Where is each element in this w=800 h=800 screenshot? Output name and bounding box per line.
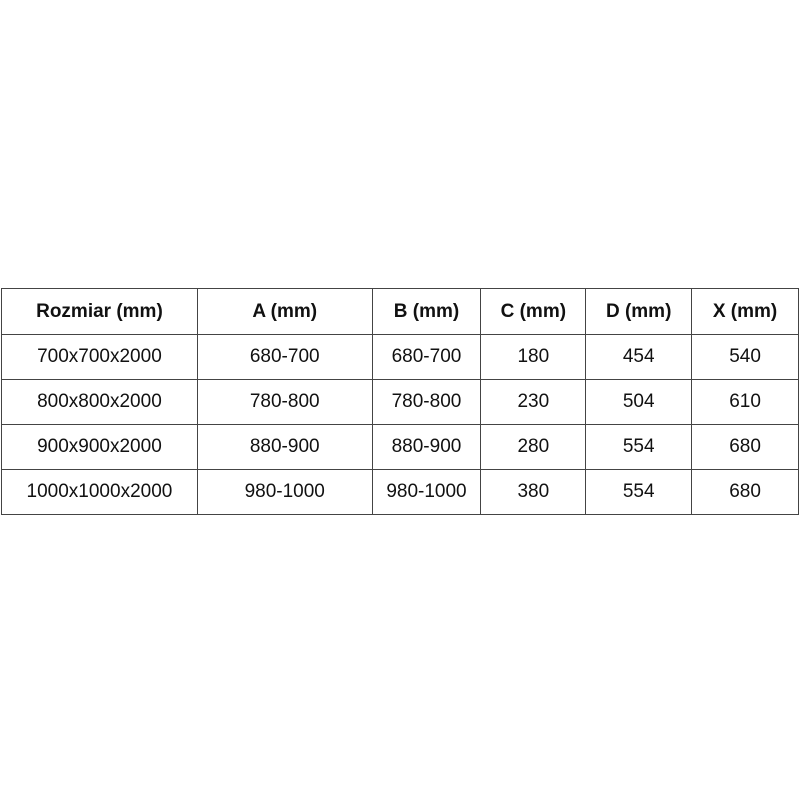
- table-cell: 680: [691, 424, 799, 470]
- dimensions-table: Rozmiar (mm) A (mm) B (mm) C (mm) D (mm)…: [1, 288, 799, 515]
- table-cell: 780-800: [196, 379, 373, 425]
- table-cell: 880-900: [371, 424, 482, 470]
- table-cell: 780-800: [371, 379, 482, 425]
- table-cell: 1000x1000x2000: [1, 469, 198, 515]
- table-cell: 280: [480, 424, 587, 470]
- table-cell: 980-1000: [196, 469, 373, 515]
- header-size: Rozmiar (mm): [1, 288, 198, 335]
- table-cell: 610: [691, 379, 799, 425]
- header-x: X (mm): [691, 288, 799, 335]
- table-cell: 700x700x2000: [1, 334, 198, 380]
- table-cell: 554: [585, 424, 693, 470]
- table-cell: 680-700: [196, 334, 373, 380]
- table-cell: 554: [585, 469, 693, 515]
- header-c: C (mm): [480, 288, 587, 335]
- table-row: 900x900x2000 880-900 880-900 280 554 680: [1, 424, 799, 470]
- header-b: B (mm): [371, 288, 482, 335]
- table-cell: 880-900: [196, 424, 373, 470]
- table-row: 800x800x2000 780-800 780-800 230 504 610: [1, 379, 799, 425]
- table-cell: 680-700: [371, 334, 482, 380]
- table-cell: 540: [691, 334, 799, 380]
- table-cell: 380: [480, 469, 587, 515]
- table-cell: 900x900x2000: [1, 424, 198, 470]
- header-a: A (mm): [196, 288, 373, 335]
- table-row: 700x700x2000 680-700 680-700 180 454 540: [1, 334, 799, 380]
- table-cell: 800x800x2000: [1, 379, 198, 425]
- table-cell: 680: [691, 469, 799, 515]
- table-row: 1000x1000x2000 980-1000 980-1000 380 554 680: [1, 469, 799, 515]
- table-cell: 454: [585, 334, 693, 380]
- header-d: D (mm): [585, 288, 693, 335]
- header-row: Rozmiar (mm) A (mm) B (mm) C (mm) D (mm)…: [1, 288, 799, 335]
- table-cell: 180: [480, 334, 587, 380]
- table-cell: 980-1000: [371, 469, 482, 515]
- table-cell: 230: [480, 379, 587, 425]
- table-cell: 504: [585, 379, 693, 425]
